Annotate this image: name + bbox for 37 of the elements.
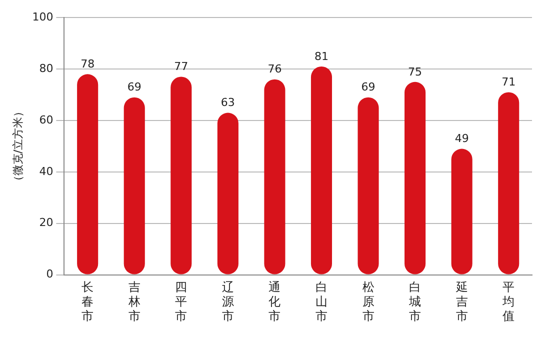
y-tick-label: 100 xyxy=(32,10,54,24)
data-label: 77 xyxy=(174,60,188,74)
x-tick-label: 长春市 xyxy=(82,280,94,323)
x-tick-label: 白山市 xyxy=(315,280,328,323)
x-tick-label: 松原市 xyxy=(362,280,374,323)
y-axis-title: （微克/立方米） xyxy=(11,106,24,187)
x-tick-label: 通化市 xyxy=(268,280,281,323)
x-tick-label: 辽源市 xyxy=(222,280,234,323)
bar xyxy=(358,97,379,274)
y-tick-label: 40 xyxy=(39,164,54,178)
data-label: 69 xyxy=(361,80,376,94)
bar xyxy=(404,82,426,274)
bar xyxy=(217,112,238,274)
bar xyxy=(264,79,286,274)
data-label: 69 xyxy=(127,80,142,94)
data-label: 76 xyxy=(268,62,282,76)
x-tick-label: 吉林市 xyxy=(127,280,140,323)
bar xyxy=(170,76,192,274)
bar xyxy=(451,148,472,274)
bar xyxy=(310,66,332,274)
data-label: 63 xyxy=(220,96,235,110)
data-label: 78 xyxy=(80,58,95,71)
x-tick-label: 延吉市 xyxy=(454,280,468,323)
data-label: 49 xyxy=(454,132,469,146)
x-tick-label: 平均值 xyxy=(502,280,515,323)
bar xyxy=(498,92,520,274)
bar xyxy=(77,74,98,274)
data-label: 75 xyxy=(408,65,422,78)
bar xyxy=(124,97,145,274)
data-label: 81 xyxy=(314,50,328,63)
y-tick-label: 20 xyxy=(39,216,54,230)
x-tick-label: 白城市 xyxy=(408,280,422,323)
y-tick-label: 60 xyxy=(39,113,54,126)
data-label: 71 xyxy=(502,76,516,89)
x-tick-label: 四平市 xyxy=(175,280,188,323)
y-tick-label: 80 xyxy=(39,62,54,75)
y-tick-label: 0 xyxy=(46,268,54,281)
